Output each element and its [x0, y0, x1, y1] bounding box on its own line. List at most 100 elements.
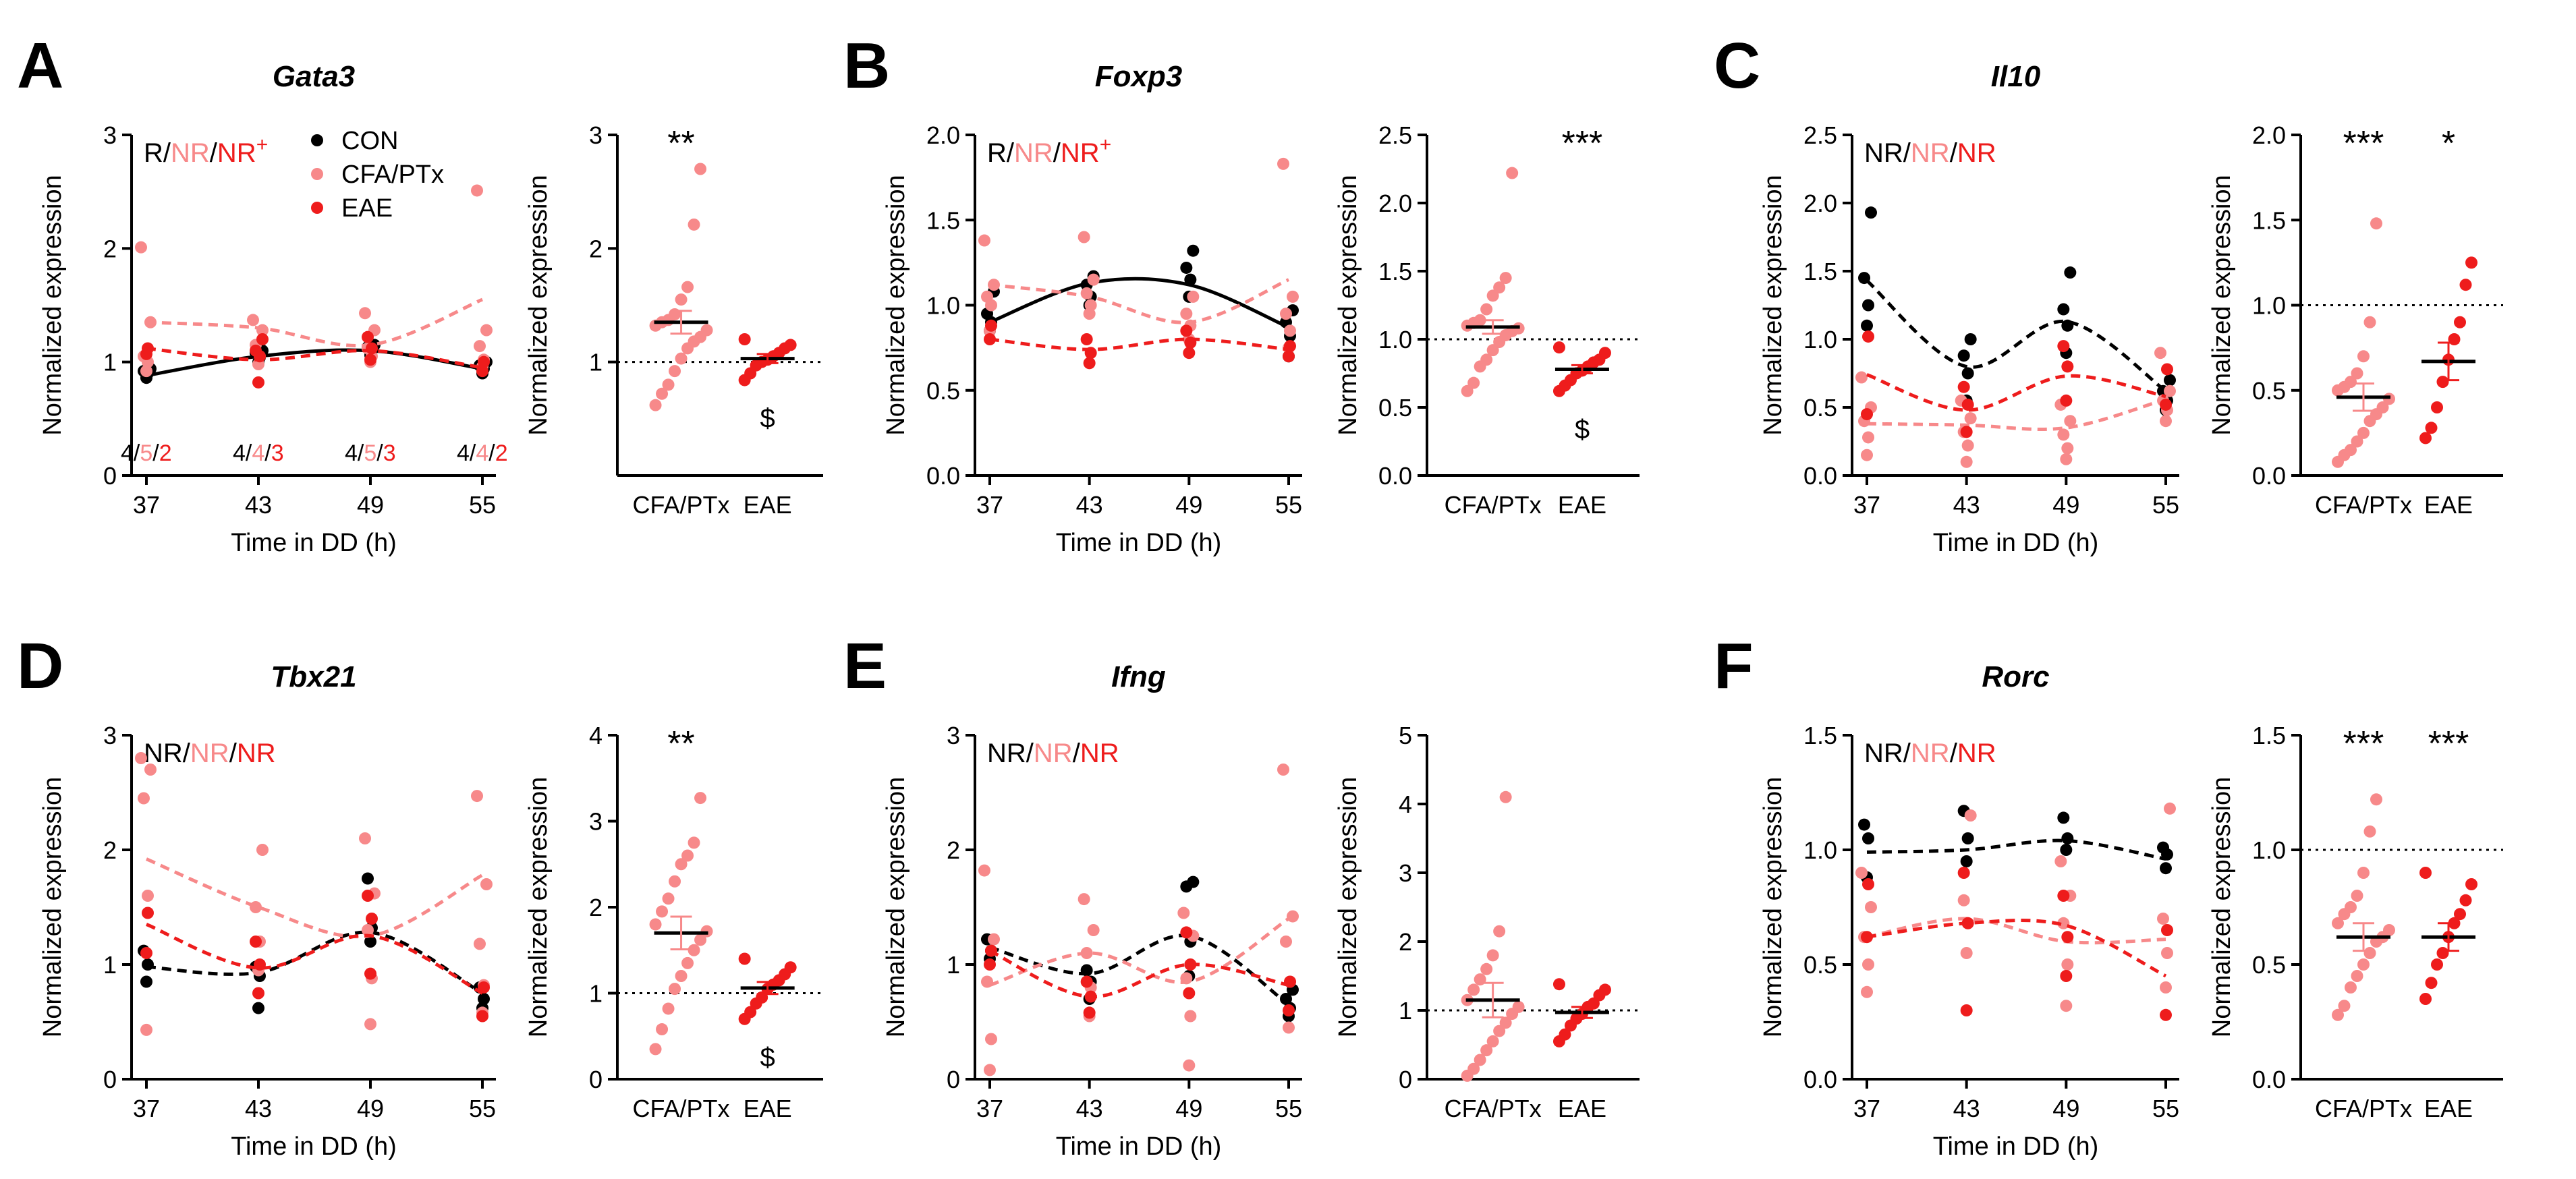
- data-point: [675, 970, 688, 982]
- significance-label: **: [667, 124, 694, 163]
- x-tick-label: CFA/PTx: [1445, 491, 1542, 519]
- rhythm-label-part: +: [1100, 134, 1112, 156]
- data-point: [1183, 1059, 1196, 1072]
- data-point: [669, 875, 681, 888]
- rhythm-label-part: /: [163, 138, 171, 168]
- data-point: [2345, 444, 2357, 457]
- data-point: [471, 790, 483, 803]
- rhythm-label: NR/NR/NR: [1864, 739, 1996, 768]
- significance-label: ***: [2343, 124, 2384, 163]
- y-tick-label: 1.5: [926, 206, 960, 234]
- y-tick-label: 2: [589, 235, 603, 262]
- data-point: [1480, 1044, 1493, 1057]
- data-point: [656, 1023, 669, 1036]
- data-point: [1960, 426, 1973, 438]
- x-tick-label: EAE: [2424, 491, 2473, 519]
- n-label-part: /: [488, 440, 495, 466]
- x-tick-label: 49: [1175, 491, 1202, 519]
- x-axis-label: Time in DD (h): [1056, 529, 1222, 557]
- data-point: [2061, 931, 2074, 944]
- data-point: [1862, 832, 1874, 844]
- rhythm-label: NR/NR/NR: [1864, 138, 1996, 168]
- y-axis-label: Normalized expression: [882, 175, 910, 436]
- data-point: [1964, 412, 1977, 425]
- data-point: [1960, 855, 1973, 867]
- data-point: [140, 975, 152, 988]
- data-point: [252, 376, 264, 389]
- n-label-part: 4: [121, 440, 134, 466]
- y-tick-label: 1.0: [1378, 326, 1412, 353]
- data-point: [364, 353, 376, 366]
- x-tick-label: CFA/PTx: [2315, 1095, 2412, 1122]
- data-point: [656, 905, 669, 918]
- data-point: [2332, 917, 2344, 929]
- x-tick-label: 43: [1953, 1095, 1980, 1122]
- panel-letter: D: [17, 630, 63, 702]
- data-point: [252, 1002, 264, 1014]
- data-point: [2357, 867, 2370, 879]
- data-point: [471, 184, 483, 197]
- data-point: [2057, 917, 2070, 929]
- y-axis-label: Normalized expression: [1334, 175, 1362, 436]
- rhythm-label: NR/NR/NR: [144, 739, 276, 768]
- data-point: [2161, 924, 2173, 936]
- data-point: [2357, 426, 2370, 439]
- data-point: [2064, 415, 2077, 428]
- data-point: [1080, 975, 1093, 988]
- data-point: [478, 993, 490, 1005]
- data-point: [1865, 206, 1877, 219]
- timeseries-plot: Foxp3 0.0 0.5 1.0 1.5 2.0 37 43 49 55 Time in DD (…: [882, 60, 1302, 557]
- data-point: [1964, 333, 1977, 345]
- rhythm-label-part: NR: [1061, 138, 1100, 168]
- y-tick-label: 0.5: [1803, 951, 1837, 979]
- data-point: [362, 924, 374, 936]
- n-label-part: /: [246, 440, 252, 466]
- data-point: [675, 293, 688, 306]
- data-point: [2060, 394, 2073, 407]
- x-tick-label: CFA/PTx: [633, 491, 730, 519]
- data-point: [362, 890, 374, 902]
- data-point: [2351, 970, 2363, 982]
- n-label-part: 4: [457, 440, 470, 466]
- y-tick-label: 1.0: [926, 292, 960, 320]
- series-cfa-ptx: [1855, 347, 2176, 468]
- group-cfa-ptx: CFA/PTx **: [633, 724, 730, 1122]
- series-con: [1858, 206, 2176, 417]
- y-tick-label: 0.5: [926, 377, 960, 405]
- data-point: [1087, 924, 1100, 936]
- x-tick-label: 49: [1175, 1095, 1202, 1122]
- data-point: [1960, 1004, 1973, 1016]
- data-point: [738, 333, 751, 345]
- y-tick-label: 2.0: [1803, 190, 1837, 217]
- panel-letter: F: [1714, 630, 1754, 702]
- data-point: [784, 339, 797, 351]
- y-tick-label: 1.5: [1378, 258, 1412, 285]
- rhythm-label-part: /: [1950, 739, 1958, 768]
- data-point: [1957, 380, 1970, 393]
- data-point: [2459, 894, 2472, 907]
- data-point: [2363, 316, 2376, 328]
- series-con: [138, 339, 493, 384]
- data-point: [2064, 266, 2077, 279]
- legend: CON CFA/PTx EAE: [311, 127, 444, 223]
- fit-curve: [146, 857, 484, 939]
- data-point: [1862, 431, 1874, 444]
- rhythm-label: NR/NR/NR: [987, 739, 1119, 768]
- data-point: [1865, 901, 1877, 913]
- group-cfa-ptx: CFA/PTx ***: [2315, 124, 2412, 519]
- legend-label: CON: [341, 127, 398, 155]
- data-point: [1183, 987, 1196, 1000]
- y-tick-label: 2.0: [1378, 190, 1412, 217]
- data-point: [256, 333, 269, 345]
- data-point: [359, 832, 371, 844]
- data-point: [1961, 832, 1974, 844]
- data-point: [2060, 844, 2073, 856]
- summary-plot: 0 1 2 3 4 Normalized expression CFA/PTx ** EAE $: [524, 722, 823, 1122]
- data-point: [478, 355, 490, 368]
- data-point: [2057, 428, 2070, 441]
- dollar-label: $: [760, 1043, 775, 1072]
- rhythm-label-part: /: [1026, 739, 1034, 768]
- data-point: [2157, 913, 2169, 925]
- data-point: [135, 752, 147, 764]
